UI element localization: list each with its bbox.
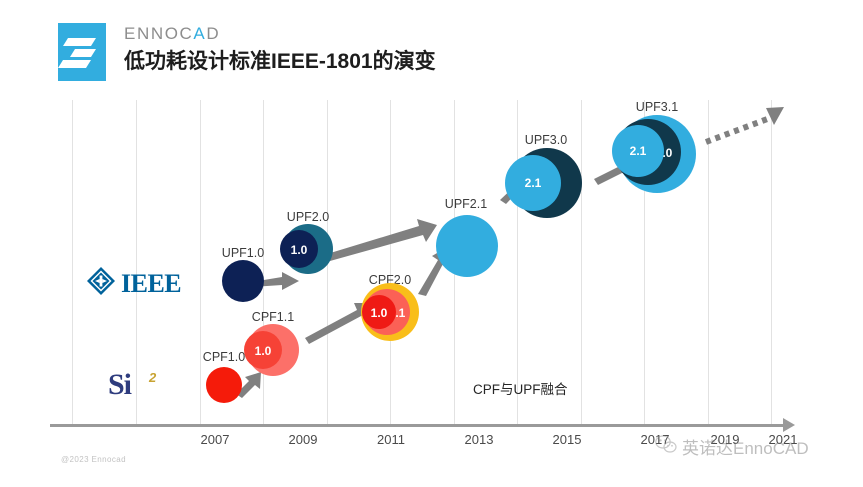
gridline (390, 100, 391, 425)
ieee-diamond-icon (86, 266, 116, 301)
bubble-inner (362, 295, 396, 329)
bubble-value: 1.0 (290, 243, 308, 257)
bubble-value: 2.1 (524, 176, 542, 190)
x-tick-label: 2013 (464, 432, 494, 447)
bubble-inner (505, 155, 561, 211)
transition-arrow-cpf1-cpf11 (236, 372, 264, 398)
brand-wordmark-accent: A (193, 24, 207, 43)
si2-superscript: 2 (149, 370, 157, 385)
data-point-label: UPF3.0 (524, 133, 568, 147)
data-point-label: UPF3.1 (635, 100, 679, 114)
ieee-logo: IEEE (86, 266, 182, 301)
slide-header: ENNOCAD 低功耗设计标准IEEE-1801的演变 (0, 0, 863, 92)
gridline (72, 100, 73, 425)
copyright-text: @2023 Ennocad (61, 455, 126, 464)
bubble-value: 1.0 (370, 306, 388, 320)
timeline-chart: 2007 2009 2011 2013 2015 2017 2019 2021 (0, 92, 863, 487)
gridline (136, 100, 137, 425)
gridline (581, 100, 582, 425)
gridline (517, 100, 518, 425)
gridline (771, 100, 772, 425)
data-point-label: UPF2.0 (286, 210, 330, 224)
transition-arrow-cpf11-cpf2 (305, 300, 377, 344)
si2-wordmark: Si (108, 368, 132, 401)
bubble-inner (280, 230, 318, 268)
bubble-outer (436, 215, 498, 277)
ieee-wordmark: IEEE (121, 268, 182, 298)
bubble-outer (206, 367, 242, 403)
x-tick-label: 2009 (288, 432, 318, 447)
transition-arrow-upf2-upf21 (327, 216, 439, 261)
bubble-inner (244, 331, 282, 369)
page-title: 低功耗设计标准IEEE-1801的演变 (124, 50, 436, 73)
data-point-label: UPF1.0 (221, 246, 265, 260)
bubble-value: 1.0 (254, 344, 272, 358)
x-tick-label: 2017 (640, 432, 670, 447)
watermark: 英诺达EnnoCAD (655, 434, 809, 459)
brand-wordmark-after: D (206, 24, 221, 43)
data-point-label: CPF1.0 (202, 350, 246, 364)
future-dashed-arrow-icon (704, 106, 790, 148)
wechat-icon (655, 434, 677, 459)
gridline (708, 100, 709, 425)
data-point-label: CPF1.1 (251, 310, 295, 324)
gridline (200, 100, 201, 425)
transition-arrow-upf1-upf2 (252, 270, 302, 296)
si2-logo: Si 2 (108, 368, 156, 402)
x-tick-label: 2011 (377, 432, 405, 447)
data-point-label: UPF2.1 (444, 197, 488, 211)
x-tick-label: 2015 (552, 432, 582, 447)
bubble-outer (222, 260, 264, 302)
x-tick-label: 2007 (200, 432, 230, 447)
bubble-inner (612, 125, 664, 177)
brand-wordmark: ENNOCAD (124, 24, 220, 44)
x-axis-arrow-icon (783, 418, 795, 432)
x-axis-line (50, 424, 787, 427)
x-tick-label: 2019 (710, 432, 740, 447)
watermark-text: 英诺达EnnoCAD (682, 439, 809, 458)
brand-wordmark-before: ENNOC (124, 24, 194, 43)
data-point-label: CPF2.0 (368, 273, 412, 287)
gridline (263, 100, 264, 425)
merge-annotation: CPF与UPF融合 (473, 382, 568, 397)
bubble-value: 2.1 (629, 144, 647, 158)
x-tick-label: 2021 (768, 432, 798, 447)
gridline (644, 100, 645, 425)
ennocad-logo-icon (58, 23, 106, 81)
